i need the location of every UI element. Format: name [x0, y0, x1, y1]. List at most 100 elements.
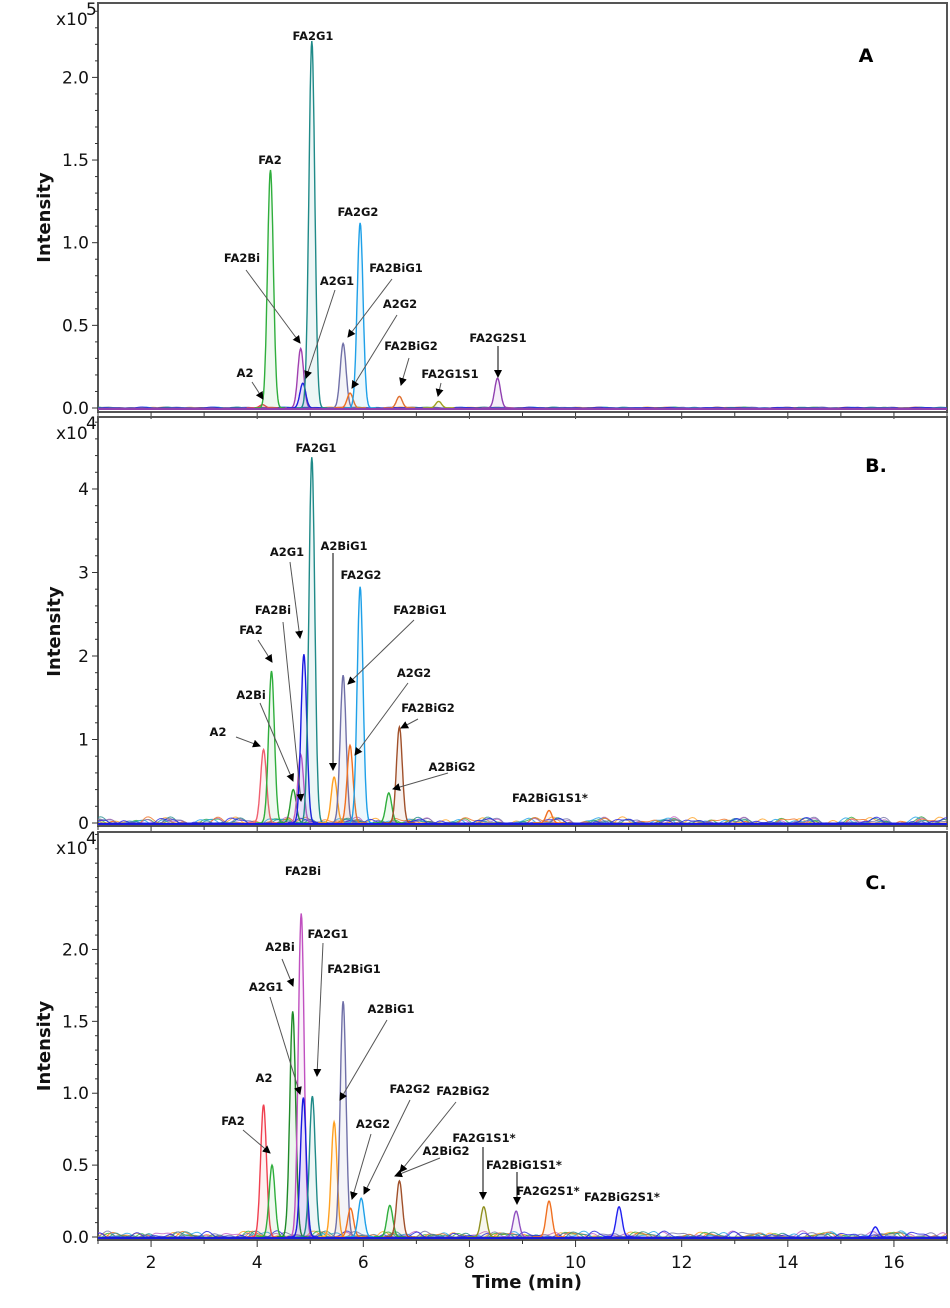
- panel-letter: B.: [865, 455, 887, 477]
- peak-trace: [327, 675, 360, 824]
- x-tick-label: 12: [671, 1253, 693, 1273]
- peak-fill: [500, 1211, 533, 1237]
- peak-label: A2G2: [383, 297, 417, 311]
- peak-label: FA2BiG1: [369, 261, 423, 275]
- x-tick-label: 6: [358, 1253, 369, 1273]
- peak-label: A2G2: [356, 1117, 390, 1131]
- annotation-arrow: [313, 942, 324, 1077]
- peak-fill: [533, 810, 565, 823]
- peak-fill: [859, 1226, 892, 1237]
- y-tick-label: 4: [78, 480, 89, 500]
- peak-fill: [276, 1011, 309, 1237]
- annotation-arrow: [347, 278, 393, 338]
- peak-trace: [383, 724, 416, 824]
- y-exponent-label: 4: [86, 414, 97, 434]
- peak-label: FA2BiG2S1*: [584, 1190, 660, 1204]
- peak-label: A2G1: [320, 274, 354, 288]
- annotation-arrow: [392, 772, 449, 791]
- annotation-arrow: [235, 736, 261, 748]
- peak-label: FA2G1: [293, 29, 334, 43]
- peak-trace: [334, 743, 366, 824]
- peak-label: A2G2: [397, 666, 431, 680]
- y-tick-label: 1.0: [62, 234, 89, 254]
- peak-fill: [318, 777, 351, 823]
- peak-label: A2G1: [249, 980, 283, 994]
- y-tick-label: 1: [78, 730, 89, 750]
- x-tick-label: 8: [464, 1253, 475, 1273]
- y-tick-label: 0.0: [62, 1228, 89, 1248]
- peak-label: FA2G2: [341, 568, 382, 582]
- peak-label: A2: [210, 725, 227, 739]
- peak-label: FA2Bi: [255, 603, 291, 617]
- annotation-arrow: [281, 958, 295, 987]
- annotation-arrow: [339, 1019, 388, 1101]
- peak-fill: [334, 393, 366, 408]
- peak-label: FA2: [258, 153, 281, 167]
- x-tick-label: 16: [883, 1253, 905, 1273]
- peak-fill: [318, 1122, 351, 1237]
- peak-label: A2G1: [270, 545, 304, 559]
- peak-fill: [533, 1201, 565, 1237]
- y-tick-label: 2.0: [62, 68, 89, 88]
- peak-fill: [277, 789, 310, 823]
- annotation-arrow: [251, 381, 264, 400]
- y-tick-label: 0.5: [62, 1156, 89, 1176]
- peak-trace: [254, 169, 287, 409]
- panel-b: 01234x104IntensityA2FA2A2BiFA2BiA2G1FA2G…: [44, 414, 948, 834]
- peak-label: A2Bi: [265, 940, 295, 954]
- peak-label: A2: [237, 366, 254, 380]
- peak-fill: [372, 792, 405, 823]
- peak-fill: [327, 343, 360, 408]
- peak-fill: [295, 41, 328, 408]
- peak-trace: [344, 586, 376, 824]
- peak-fill: [344, 222, 377, 408]
- peak-label: FA2BiG1S1*: [486, 1158, 562, 1172]
- x-tick-label: 2: [146, 1253, 157, 1273]
- peak-trace: [247, 747, 280, 824]
- peak-fill: [295, 457, 328, 823]
- y-axis-label: Intensity: [34, 172, 55, 263]
- annotation-arrow: [242, 1129, 271, 1154]
- peak-fill: [383, 396, 416, 408]
- peak-trace: [287, 1097, 320, 1238]
- peak-fill: [256, 1165, 288, 1237]
- peak-fill: [373, 1205, 406, 1237]
- peak-trace: [327, 1001, 360, 1238]
- plot-frame: [97, 416, 948, 827]
- peak-label: FA2BiG2: [401, 701, 455, 715]
- y-exponent-label: 5: [86, 0, 97, 20]
- peak-label: FA2BiG2: [384, 339, 438, 353]
- annotation-arrow: [289, 561, 304, 639]
- peak-trace: [288, 654, 320, 824]
- y-tick-label: 1.0: [62, 1084, 89, 1104]
- annotation-arrow: [354, 682, 409, 756]
- peak-trace: [318, 1119, 350, 1238]
- peak-label: FA2: [239, 623, 262, 637]
- plot-frame: [97, 2, 948, 413]
- baseline-noise-trace: [97, 1230, 948, 1238]
- plot-frame: [97, 831, 948, 1241]
- peak-fill: [247, 749, 280, 823]
- annotation-arrow: [282, 621, 305, 802]
- peak-label: FA2G2: [338, 205, 379, 219]
- peak-label: FA2G1: [308, 927, 349, 941]
- annotation-arrow: [257, 639, 273, 663]
- peak-fill: [334, 745, 366, 823]
- peak-label: FA2: [221, 1114, 244, 1128]
- annotation-arrow: [245, 269, 301, 344]
- y-multiplier-label: x10: [56, 839, 88, 859]
- peak-trace: [247, 1104, 280, 1238]
- y-tick-label: 0: [78, 814, 89, 834]
- annotation-arrow: [350, 1133, 372, 1200]
- annotation-arrow: [259, 702, 294, 782]
- peak-label: A2: [256, 1071, 273, 1085]
- peak-label: A2BiG1: [367, 1002, 414, 1016]
- peak-fill: [345, 1198, 378, 1237]
- y-multiplier-label: x10: [56, 424, 88, 444]
- annotation-arrow: [399, 1101, 457, 1173]
- peak-fill: [255, 671, 288, 823]
- peak-label: A2BiG2: [422, 1144, 469, 1158]
